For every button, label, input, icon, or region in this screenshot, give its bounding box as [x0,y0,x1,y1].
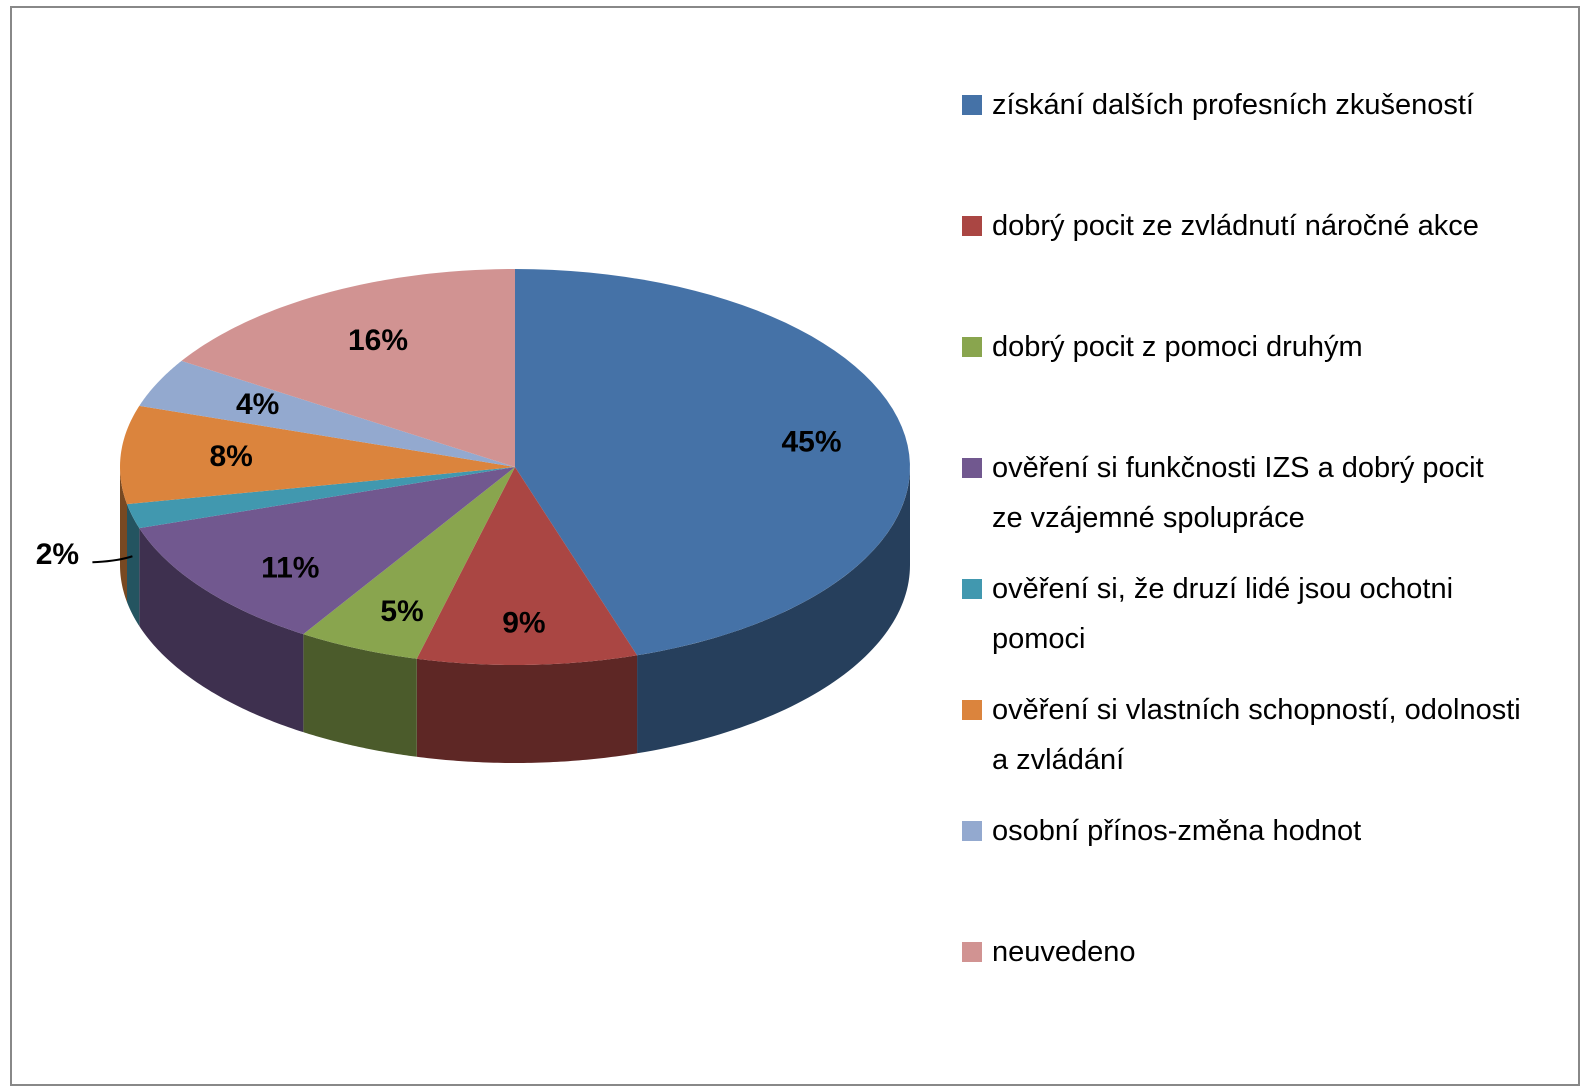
data-label: 2% [36,538,79,571]
legend-label: ověření si funkčnosti IZS a dobrý pocit … [992,452,1484,534]
data-label: 4% [236,388,279,421]
legend-label: získání dalších profesních zkušeností [992,89,1474,121]
legend-label: osobní přínos-změna hodnot [992,815,1362,847]
slice-side [120,467,127,603]
slice [416,467,638,665]
legend-label: dobrý pocit ze zvládnutí náročné akce [992,210,1479,242]
legend-swatch [962,700,982,720]
legend-item: ověření si vlastních schopností, odolnos… [962,685,1522,785]
slice-side [126,504,140,627]
legend-label: dobrý pocit z pomoci druhým [992,331,1363,363]
slice-side [416,655,638,763]
legend-item: osobní přínos-změna hodnot [962,806,1522,856]
slice [139,467,515,635]
legend-item: dobrý pocit z pomoci druhým [962,322,1522,372]
slice-side [139,528,304,733]
legend-swatch [962,95,982,115]
legend-swatch [962,458,982,478]
chart: 45% 9% 5% 11% 2% 8% 4% 16% [36,269,910,763]
data-label: 11% [261,551,319,584]
slice-side [303,634,417,757]
legend-label: ověření si vlastních schopností, odolnos… [992,694,1521,776]
legend-swatch [962,821,982,841]
slice-side [637,467,910,754]
slice [515,269,910,656]
legend-item: neuvedeno [962,927,1522,977]
legend-item: ověření si, že druzí lidé jsou ochotni p… [962,564,1522,664]
leader-line [92,555,133,564]
slice [181,269,515,467]
legend-item: získání dalších profesních zkušeností [962,80,1522,130]
data-label: 45% [781,425,841,458]
data-label: 8% [209,440,252,473]
slice [139,360,515,467]
legend-item: dobrý pocit ze zvládnutí náročné akce [962,201,1522,251]
data-label: 5% [380,595,423,628]
legend-label: neuvedeno [992,936,1136,968]
legend-swatch [962,942,982,962]
legend-swatch [962,216,982,236]
legend-swatch [962,337,982,357]
legend-label: ověření si, že druzí lidé jsou ochotni p… [992,573,1454,655]
slice [303,467,515,659]
data-label: 9% [502,606,545,639]
slice [126,467,516,529]
data-label: 16% [348,324,408,357]
legend-swatch [962,579,982,599]
legend-item: ověření si funkčnosti IZS a dobrý pocit … [962,443,1522,543]
slice [120,405,515,505]
